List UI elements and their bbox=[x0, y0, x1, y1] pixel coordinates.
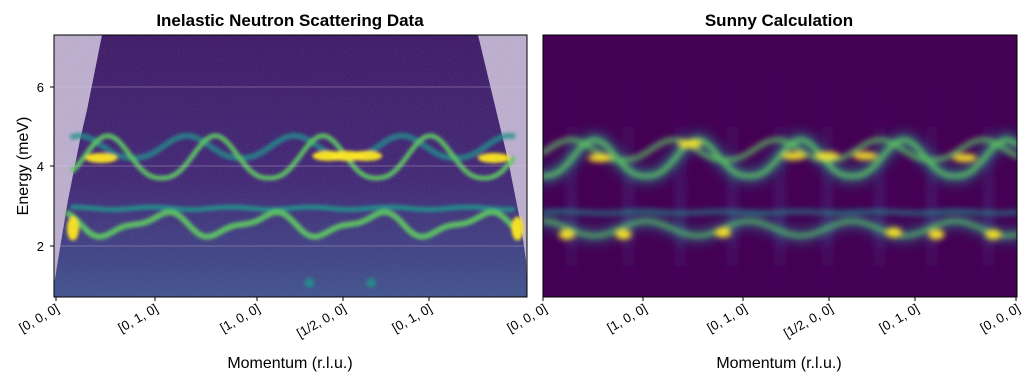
intensity-peak bbox=[782, 151, 807, 160]
left-y-axis-label: Energy (meV) bbox=[15, 117, 32, 216]
intensity-peak bbox=[715, 227, 732, 238]
intensity-peak bbox=[815, 151, 840, 160]
right-heatmap-area bbox=[543, 35, 1017, 297]
right-chart-title: Sunny Calculation bbox=[705, 11, 853, 30]
intensity-peak bbox=[511, 216, 524, 241]
flat-mode-band bbox=[70, 204, 516, 212]
intensity-peak bbox=[304, 277, 315, 288]
left-x-axis-label: Momentum (r.l.u.) bbox=[227, 355, 352, 372]
right-plot-frame bbox=[542, 34, 1018, 298]
intensity-peak bbox=[85, 152, 118, 163]
y-tick-label: 4 bbox=[37, 159, 44, 174]
left-y-axis: 6 4 2 bbox=[37, 80, 54, 254]
right-x-axis-label: Momentum (r.l.u.) bbox=[716, 355, 841, 372]
right-x-axis: [0, 0, 0] [1, 0, 0] [0, 1, 0] [1/2, 0, 0… bbox=[504, 297, 1023, 341]
x-tick-label: [0, 1, 0] bbox=[389, 301, 434, 336]
left-grid bbox=[54, 86, 527, 247]
left-heatmap-area bbox=[54, 35, 527, 297]
intensity-peak bbox=[952, 153, 977, 162]
right-heatmap-panel: Sunny Calculation [0, 0, 0] [1, 0, 0] [0… bbox=[504, 11, 1022, 372]
y-tick-label: 6 bbox=[37, 80, 44, 95]
x-tick-label: [0, 1, 0] bbox=[704, 301, 749, 336]
left-x-axis: [0, 0, 0] [0, 1, 0] [1, 0, 0] [1/2, 0, 0… bbox=[16, 297, 435, 341]
intensity-peak bbox=[365, 277, 376, 288]
flat-mode-band bbox=[543, 209, 1017, 216]
left-chart-title: Inelastic Neutron Scattering Data bbox=[156, 11, 424, 30]
y-tick-label: 2 bbox=[37, 239, 44, 254]
upper-dispersion-band bbox=[69, 132, 516, 161]
lower-dispersion-band bbox=[543, 219, 1017, 238]
intensity-peak bbox=[477, 152, 510, 163]
intensity-peak bbox=[350, 150, 383, 161]
intensity-peak bbox=[985, 229, 1002, 240]
intensity-peak bbox=[853, 151, 878, 160]
x-tick-label: [1, 0, 0] bbox=[604, 301, 649, 336]
intensity-peak bbox=[677, 139, 702, 148]
x-tick-label: [0, 1, 0] bbox=[876, 301, 921, 336]
intensity-peak bbox=[587, 153, 612, 162]
upper-dispersion-band bbox=[70, 133, 516, 181]
x-tick-label: [1/2, 0, 0] bbox=[294, 301, 348, 341]
intensity-peak bbox=[928, 229, 945, 240]
upper-dispersion-band bbox=[543, 137, 1017, 179]
intensity-peak bbox=[885, 227, 902, 238]
intensity-peak bbox=[66, 216, 79, 241]
lower-dispersion-band bbox=[65, 209, 521, 240]
x-tick-label: [0, 0, 0] bbox=[977, 301, 1022, 336]
x-tick-label: [0, 1, 0] bbox=[115, 301, 160, 336]
x-tick-label: [1, 0, 0] bbox=[217, 301, 262, 336]
left-heatmap-panel: Inelastic Neutron Scattering Data 6 4 2 … bbox=[15, 11, 528, 372]
x-tick-label: [0, 0, 0] bbox=[16, 301, 61, 336]
intensity-peak bbox=[558, 229, 575, 240]
x-tick-label: [1/2, 0, 0] bbox=[781, 301, 835, 341]
x-tick-label: [0, 0, 0] bbox=[504, 301, 549, 336]
intensity-peak bbox=[615, 229, 632, 240]
upper-dispersion-band bbox=[543, 137, 1017, 163]
